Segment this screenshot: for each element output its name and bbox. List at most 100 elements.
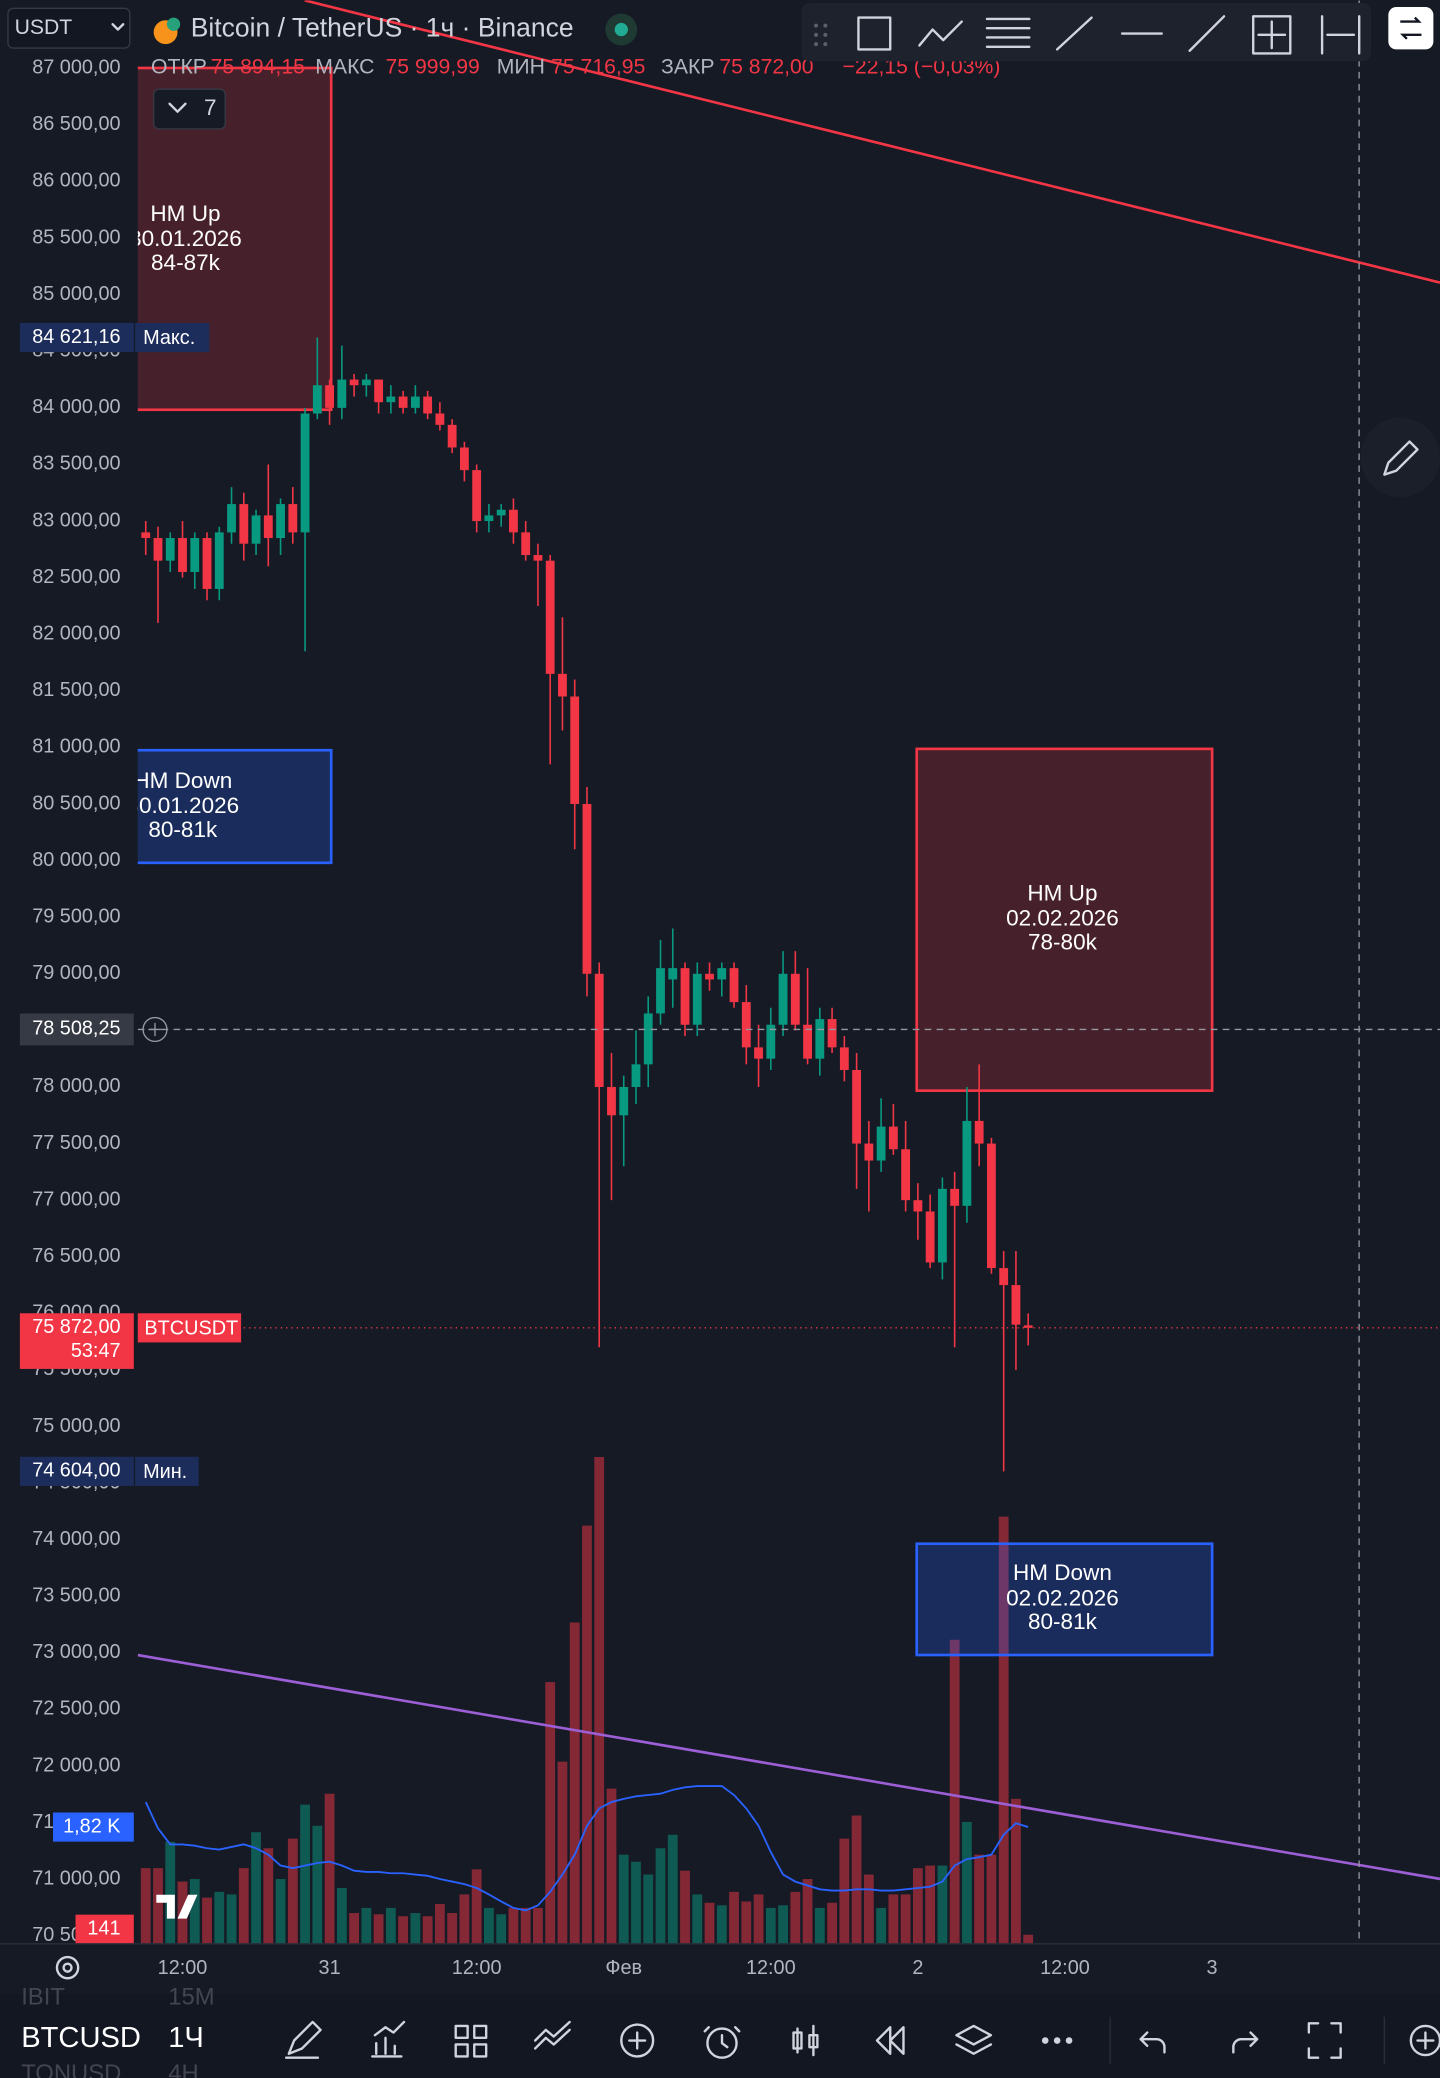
candle-body (178, 538, 187, 572)
settings-icon[interactable] (55, 1955, 80, 1980)
tool-fib[interactable] (985, 17, 1031, 48)
indicators-button[interactable] (371, 2020, 406, 2058)
y-tick-label: 72 000,00 (32, 1754, 120, 1776)
volume-ma-text: 1,82 K (63, 1815, 121, 1837)
interval[interactable]: 1Ч (168, 2022, 204, 2054)
add-button[interactable] (620, 2023, 655, 2058)
volume-bar (140, 1868, 151, 1944)
candle-body (214, 532, 224, 589)
y-tick-label: 79 500,00 (32, 905, 120, 927)
volume-bar (594, 1456, 605, 1944)
replay-button[interactable] (875, 2026, 905, 2055)
fullscreen-button[interactable] (1307, 2022, 1342, 2059)
candle-body (864, 1143, 874, 1161)
zone-box[interactable]: HM Down 30.01.2026 80-81k (40, 748, 333, 865)
legend-toggle[interactable] (153, 88, 226, 130)
grip[interactable] (814, 23, 828, 47)
candle-body (631, 1064, 641, 1087)
tool-ray[interactable] (1055, 16, 1093, 51)
candle-body (876, 1126, 886, 1161)
candle-body (888, 1126, 898, 1150)
tool-path[interactable] (918, 20, 963, 47)
y-tick-label: 85 000,00 (32, 283, 120, 305)
candle-body (974, 1120, 984, 1144)
zone-label: HM Up (1027, 881, 1097, 906)
candle-body (839, 1047, 849, 1071)
volume-bar (606, 1788, 617, 1944)
candle-body (521, 532, 531, 556)
symbol-select[interactable] (7, 7, 131, 49)
zone-box[interactable]: HM Up 02.02.2026 78-80k (915, 747, 1214, 1092)
drawing-toolbar (801, 3, 1434, 62)
alert-button[interactable] (706, 2027, 738, 2059)
volume-bar (912, 1868, 923, 1944)
plot-area: HM Up 30.01.2026 84-87k HM Down 30.01.20… (40, 0, 1440, 1944)
tool-rectangle[interactable] (857, 16, 892, 51)
ohlc-value: 75 716,95 (551, 56, 645, 79)
trend-line[interactable] (304, 0, 1440, 284)
candle-body (349, 379, 359, 386)
volume-tag (75, 1914, 134, 1944)
candles (141, 337, 1033, 1472)
y-tick-label: 83 500,00 (32, 453, 120, 475)
candle-body (545, 560, 555, 674)
volume-bar (998, 1516, 1009, 1944)
y-tick-label: 73 000,00 (32, 1641, 120, 1663)
y-tick-label: 78 000,00 (32, 1075, 120, 1097)
candle-body (496, 509, 506, 516)
edit-button[interactable] (1360, 417, 1440, 498)
candle-body (386, 396, 396, 403)
volume-bar (520, 1907, 531, 1944)
candle-body (803, 1024, 812, 1059)
price-tag (19, 322, 134, 353)
sync-button[interactable] (1388, 7, 1434, 50)
time-ticks: 12:00 31 12:00 Фев 12:00 2 12:00 3 (158, 1957, 1218, 1979)
crosshair-price-text: 78 508,25 (32, 1018, 120, 1040)
volume-bar (251, 1832, 261, 1944)
ohlc-value: 75 872,00 (719, 56, 813, 79)
layout-button[interactable] (454, 2024, 488, 2058)
candle-body (423, 396, 433, 414)
volume-bar (471, 1869, 482, 1944)
tool-measure[interactable] (1252, 15, 1292, 55)
tool-trendline[interactable] (1188, 15, 1226, 52)
y-tick-label: 81 000,00 (32, 736, 120, 758)
volume-bar (582, 1525, 592, 1944)
chart-title: Bitcoin / TetherUS · 1ч · Binance (191, 13, 574, 43)
add-panel-button[interactable] (1409, 2024, 1440, 2057)
undo-button[interactable] (1139, 2031, 1166, 2054)
volume-bar (716, 1905, 727, 1944)
volume-bar (569, 1622, 580, 1944)
y-tick-label: 83 000,00 (32, 509, 120, 531)
symbol-select-text: USDT (15, 16, 73, 39)
volume-bar (545, 1682, 556, 1944)
add-level-button[interactable] (142, 1016, 168, 1043)
more-button[interactable] (1041, 2037, 1073, 2044)
chart-type-button[interactable] (792, 2024, 819, 2057)
tool-range[interactable] (1320, 15, 1361, 55)
y-tick-label: 80 500,00 (32, 792, 120, 814)
volume-bar (165, 1841, 176, 1944)
time-axis: 12:00 31 12:00 Фев 12:00 2 12:00 3 (0, 1943, 1440, 1995)
candle-body (594, 973, 604, 1087)
symbol[interactable]: BTCUSD (21, 2022, 141, 2054)
compare-button[interactable] (534, 2020, 571, 2050)
trend-line[interactable] (137, 1653, 1440, 1881)
redo-button[interactable] (1232, 2031, 1259, 2054)
layers-button[interactable] (955, 2024, 993, 2055)
volume-bar (496, 1914, 507, 1944)
candle-body (263, 515, 273, 539)
alert-icon (703, 2026, 741, 2049)
candle-body (558, 673, 567, 697)
candle-body (729, 968, 739, 1003)
ghost-symbol: TONUSD (21, 2060, 121, 2078)
price-tag-text: Макс. (143, 327, 195, 349)
logo (156, 1894, 198, 1919)
zone-box[interactable]: HM Down 02.02.2026 80-81k (915, 1542, 1214, 1657)
candle-body (165, 538, 175, 561)
volume-bar (618, 1854, 629, 1944)
x-tick-label: 12:00 (1040, 1957, 1090, 1979)
volume-bar (287, 1838, 298, 1944)
draw-button[interactable] (284, 2020, 322, 2059)
